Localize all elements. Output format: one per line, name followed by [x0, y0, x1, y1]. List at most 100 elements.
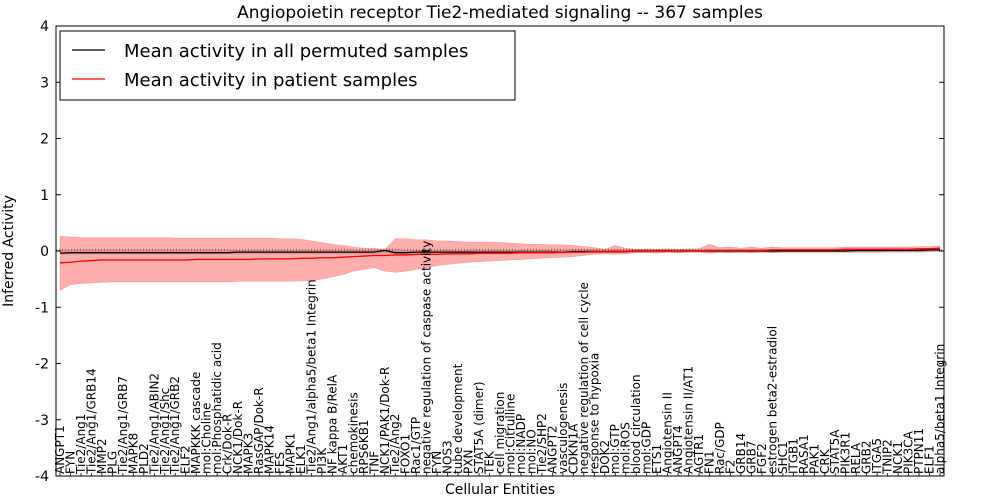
x-tick-label: Angiotensin II	[661, 392, 675, 474]
x-tick-label: Tie2/Ang1/GRB2	[168, 376, 182, 475]
x-tick-label: Tie2/Ang1/alpha5/beta1 Integrin	[304, 279, 318, 475]
x-tick-label: negative regulation of cell cycle	[577, 282, 591, 474]
x-tick-label: ANGPT4	[671, 425, 685, 474]
x-tick-label: tube development	[451, 363, 465, 474]
patient-mean-line	[59, 247, 941, 264]
x-tick-label: response to hypoxia	[587, 353, 601, 474]
x-tick-label: ELF2	[179, 445, 193, 474]
legend-box	[59, 30, 516, 101]
legend-label-patient: Mean activity in patient samples	[124, 70, 418, 91]
x-tick-label: FES	[273, 452, 287, 474]
x-tick-label: PLG	[105, 451, 119, 474]
series-lines-layer	[59, 247, 941, 264]
x-tick-label: MAPK1	[283, 433, 297, 474]
x-tick-label: TNF	[367, 451, 381, 475]
x-tick-label: FYN	[430, 451, 444, 474]
x-tick-label: mol:GTP	[608, 424, 622, 474]
x-tick-label: PAK1	[807, 444, 821, 474]
x-tick-label: mol:ROS	[619, 422, 633, 474]
y-tick-label: 4	[40, 19, 49, 35]
y-tick-label: 0	[40, 244, 49, 260]
x-tick-label: Rac/GDP	[713, 422, 727, 474]
x-tick-label: RPS6KB1	[357, 419, 371, 474]
x-tick-label: ELK1	[294, 444, 308, 474]
x-tick-label: Tie2/SHP2	[535, 413, 549, 475]
x-tick-label: GRB14	[734, 433, 748, 474]
x-tick-label: NCK1/PAK1/Dok-R	[378, 367, 392, 474]
x-tick-label: ETS1	[650, 444, 664, 474]
x-tick-label: PLD2	[137, 443, 151, 474]
x-tick-label: Tie2/Ang1/GRB14	[84, 368, 98, 475]
x-tick-label: TNIP2	[881, 439, 895, 475]
x-tick-label: Rac1/GTP	[409, 417, 423, 474]
x-tick-label: PTPN11	[912, 428, 926, 474]
y-tick-label: 2	[40, 132, 49, 148]
x-tick-label: MAPK14	[263, 425, 277, 474]
legend-label-permuted: Mean activity in all permuted samples	[124, 41, 468, 62]
y-tick-label: -4	[35, 469, 49, 485]
x-tick-label: PIK3CA	[902, 430, 916, 474]
x-tick-label: MAPK8	[126, 433, 140, 474]
x-tick-label: cell migration	[493, 392, 507, 474]
y-axis-label: Inferred Activity	[1, 195, 17, 307]
x-tick-label: ANGPT2	[545, 425, 559, 474]
x-tick-label: NOS3	[441, 440, 455, 474]
x-tick-label: FYN	[63, 451, 77, 474]
plot-frame	[55, 25, 945, 477]
x-tick-label: PI3K	[315, 447, 329, 474]
x-tick-label: Tie2/Ang1/GRB7	[116, 376, 130, 475]
x-tick-label: FN1	[703, 450, 717, 474]
x-tick-label: PXN	[462, 450, 476, 474]
x-tick-label: mol:NO	[524, 429, 538, 474]
y-tick-label: -2	[35, 357, 49, 373]
x-tick-label: MMP2	[95, 438, 109, 474]
x-tick-label: NCK1	[891, 441, 905, 474]
x-tick-label: ELF1	[923, 445, 937, 474]
x-tick-label: ITGA5	[870, 438, 884, 474]
x-tick-label: GRB2	[860, 440, 874, 474]
x-tick-label: CDKN1A	[566, 423, 580, 474]
y-tick-label: -3	[35, 413, 49, 429]
x-tick-label: RELA	[849, 442, 863, 474]
y-tick-label: 1	[40, 188, 49, 204]
x-tick-label: STAT5A (dimer)	[472, 381, 486, 474]
x-tick-label: Tie2/Ang2	[388, 414, 402, 475]
x-tick-label: RasGAP/Dok-R	[252, 387, 266, 474]
x-tick-label: CRK	[818, 448, 832, 474]
x-tick-label: Angiotensin II/AT1	[682, 366, 696, 474]
x-tick-label: mol:Citrulline	[503, 394, 517, 474]
permuted-mean-line	[59, 249, 940, 254]
x-tick-label: Tie2/Ang1/ABIN2	[147, 373, 161, 475]
x-tick-label: NF kappa B/RelA	[325, 374, 339, 474]
y-tick-label: -1	[35, 300, 49, 316]
chart-title: Angiopoietin receptor Tie2-mediated sign…	[237, 3, 763, 23]
x-tick-label: NCK1/Dok-R	[231, 401, 245, 474]
x-tick-label: alpha5/beta1 Integrin	[933, 344, 947, 474]
x-tick-label: Tie2/Ang1/Shc	[158, 388, 172, 475]
x-tick-label: mol:Phosphatidic acid	[210, 342, 224, 474]
x-tick-label: blood circulation	[629, 374, 643, 474]
x-tick-label: MAPKKK cascade	[189, 372, 203, 474]
x-tick-label: MAPK3	[242, 433, 256, 474]
x-tick-label: mol:NADP	[514, 414, 528, 474]
x-tick-label: mol:Choline	[200, 403, 214, 474]
x-tick-label: STAT5A	[828, 429, 842, 474]
x-tick-label: negative regulation of caspase activity	[420, 241, 434, 474]
x-tick-label: GRB7	[744, 440, 758, 474]
x-tick-label: F2	[723, 459, 737, 474]
x-tick-labels: ANGPT1FYNTie2/Ang1Tie2/Ang1/GRB14MMP2PLG…	[53, 241, 947, 476]
x-tick-label: chemokinesis	[346, 392, 360, 474]
x-tick-label: Crk/Dok-R	[221, 413, 235, 474]
x-tick-label: AGTR1	[692, 434, 706, 474]
x-tick-label: RASA1	[797, 434, 811, 474]
x-tick-label: PIK3R1	[839, 432, 853, 474]
x-tick-label: FOXO1	[399, 434, 413, 474]
x-tick-label: TEK	[483, 450, 497, 475]
x-tick-label: DOK2	[598, 440, 612, 474]
y-tick-label: 3	[40, 75, 49, 91]
x-tick-label: mol:GDP	[640, 422, 654, 474]
x-tick-label: SHC1	[776, 441, 790, 474]
legend: Mean activity in all permuted samples Me…	[59, 30, 516, 101]
x-tick-label: vasculogenesis	[556, 383, 570, 474]
